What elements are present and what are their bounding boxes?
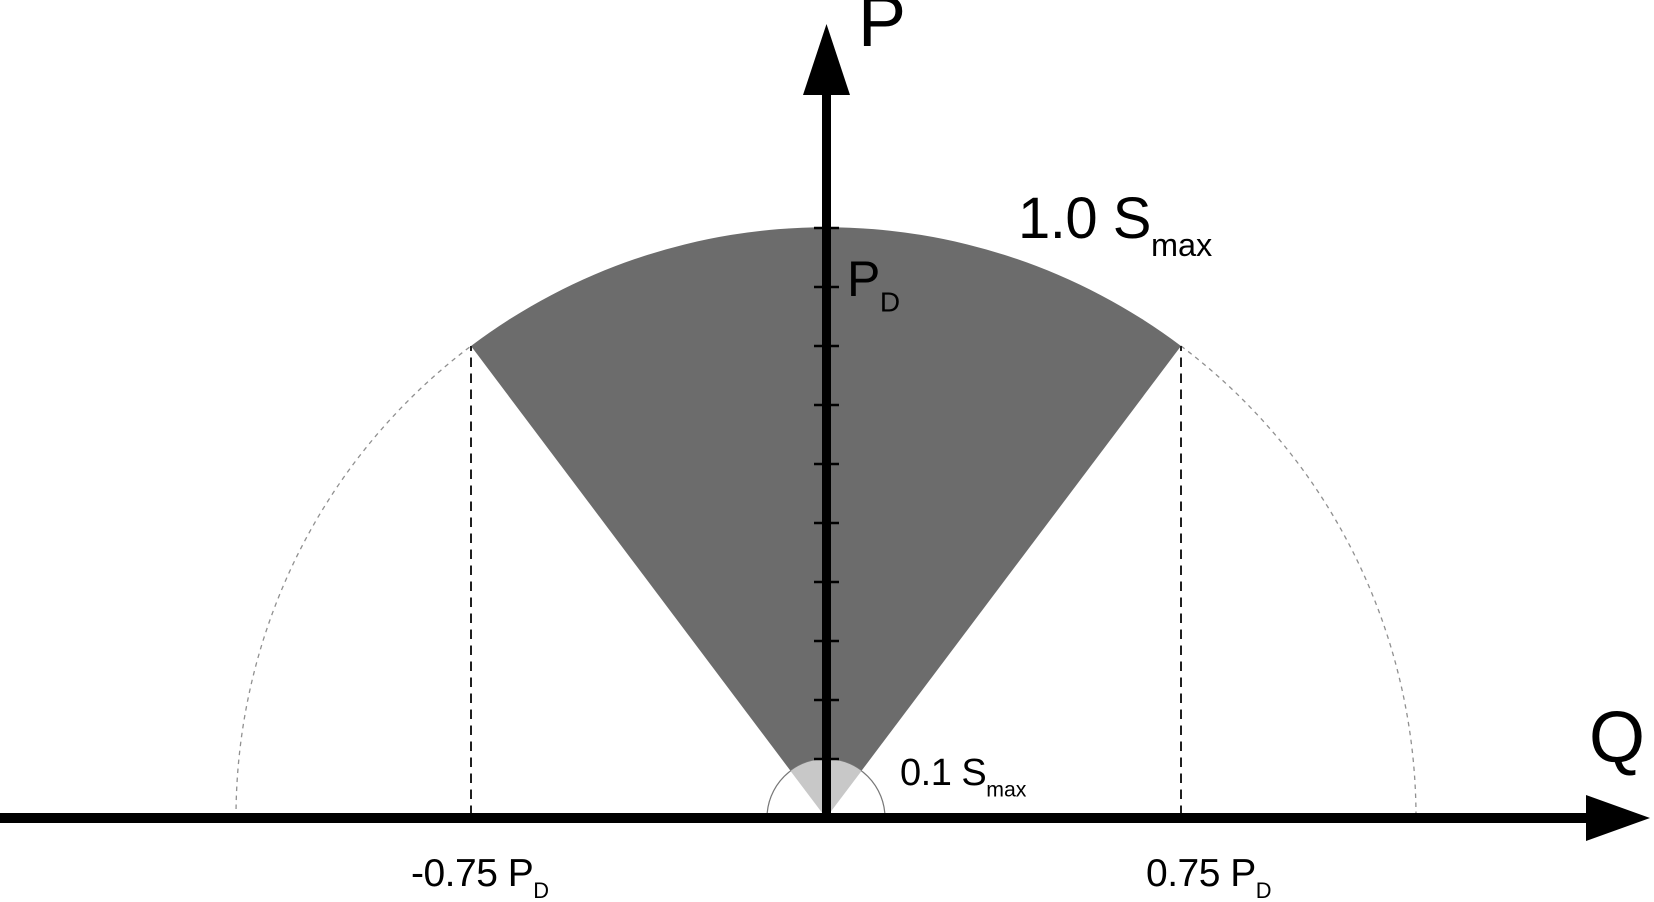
smax-dashed-arc-right <box>1180 345 1417 819</box>
q-negative-label-sub: D <box>533 878 550 902</box>
p-axis-line <box>822 90 831 823</box>
q-negative-label-main: -0.75 P <box>411 852 534 895</box>
q-axis-label-text: Q <box>1589 698 1645 778</box>
smax-arc-label-main: 1.0 S <box>1018 186 1151 251</box>
p-axis-label: P <box>858 0 906 58</box>
smin-arc-label-sub: max <box>986 777 1027 802</box>
p-axis-arrowhead <box>803 24 850 95</box>
q-axis-arrowhead <box>1586 795 1650 841</box>
q-negative-label: -0.75 PD <box>411 854 549 902</box>
smax-dashed-arc-left <box>235 345 472 819</box>
rated-power-label-sub: D <box>879 286 901 318</box>
rated-power-label: PD <box>847 254 900 316</box>
q-positive-label: 0.75 PD <box>1146 854 1272 902</box>
q-positive-label-main: 0.75 P <box>1146 852 1256 895</box>
p-axis-label-text: P <box>858 0 906 62</box>
smax-arc-label-sub: max <box>1150 226 1213 263</box>
rated-power-label-main: P <box>847 251 880 307</box>
q-axis-line <box>0 813 1590 823</box>
smin-arc-label-main: 0.1 S <box>900 752 987 794</box>
q-positive-label-sub: D <box>1255 878 1272 902</box>
smin-arc-label: 0.1 Smax <box>900 754 1026 801</box>
smax-arc-label: 1.0 Smax <box>1018 190 1213 263</box>
q-axis-label: Q <box>1589 702 1645 774</box>
